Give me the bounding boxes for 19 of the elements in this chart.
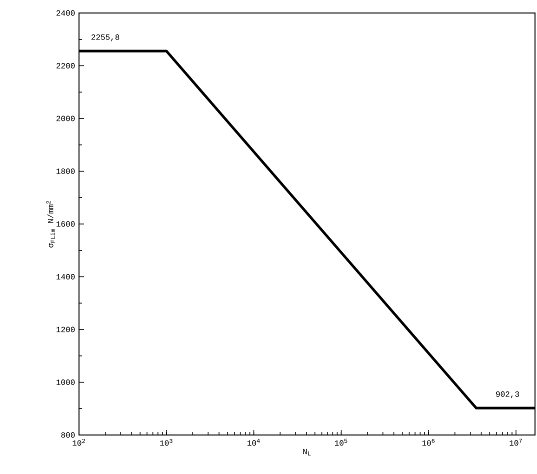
annotation: 902,3: [496, 391, 520, 398]
y-tick-label: 2400: [56, 10, 75, 16]
y-tick-label: 1400: [56, 274, 75, 280]
x-tick-label: 10$^{3}$: [160, 438, 172, 446]
y-axis-title: σ$_{FLim}$ N/mm$^{2}$: [46, 201, 55, 248]
x-tick-label: 10$^{6}$: [422, 438, 435, 446]
y-tick-label: 800: [61, 432, 75, 438]
y-tick-label: 2200: [56, 63, 75, 68]
annotation: 2255,8: [91, 34, 120, 42]
y-tick-label: 1200: [56, 326, 75, 332]
x-tick-label: 10$^{2}$: [72, 438, 85, 446]
y-tick-label: 1800: [56, 168, 75, 174]
x-axis-title: N$_{L}$: [303, 448, 311, 456]
y-tick-label: 1000: [56, 380, 75, 385]
y-tick-label: 1600: [56, 221, 75, 227]
x-tick-label: 10$^{7}$: [510, 438, 522, 446]
y-tick-label: 2000: [56, 116, 75, 122]
x-tick-label: 10$^{4}$: [248, 438, 260, 446]
x-tick-label: 10$^{5}$: [334, 438, 348, 446]
